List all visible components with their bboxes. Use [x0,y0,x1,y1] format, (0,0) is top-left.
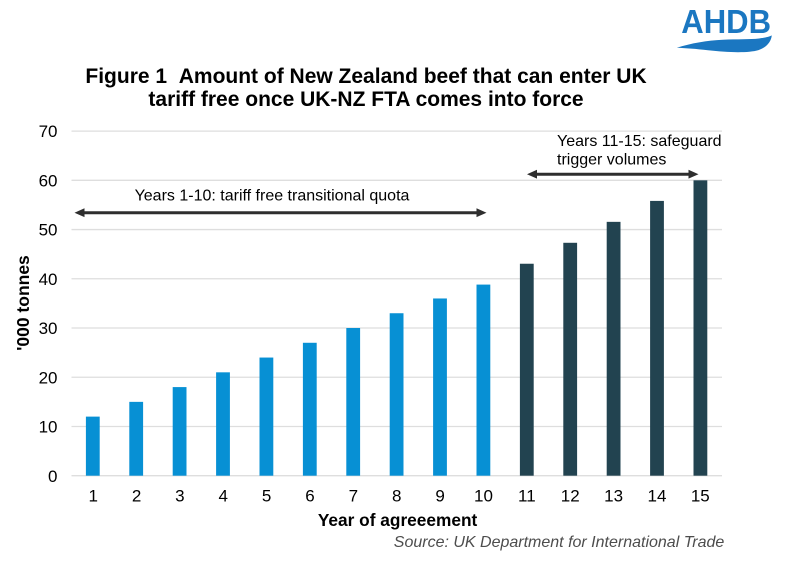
svg-text:tariff free once UK-NZ FTA com: tariff free once UK-NZ FTA comes into fo… [148,88,583,111]
svg-text:5: 5 [262,487,271,506]
svg-text:40: 40 [39,270,58,289]
svg-text:20: 20 [39,368,58,387]
svg-text:9: 9 [435,487,444,506]
svg-text:Years 11-15: safeguard: Years 11-15: safeguard [557,133,722,150]
svg-text:8: 8 [392,487,401,506]
svg-text:AHDB: AHDB [681,3,771,41]
svg-text:50: 50 [39,221,58,240]
svg-text:10: 10 [39,418,58,437]
svg-text:0: 0 [48,467,57,486]
svg-text:trigger volumes: trigger volumes [557,151,666,168]
svg-text:13: 13 [604,487,623,506]
svg-text:3: 3 [175,487,184,506]
svg-text:12: 12 [561,487,580,506]
svg-text:Year of agreeement: Year of agreeement [318,510,478,530]
svg-text:30: 30 [39,319,58,338]
svg-text:1: 1 [88,487,97,506]
svg-text:2: 2 [132,487,141,506]
svg-text:Years 1-10: tariff free transi: Years 1-10: tariff free transitional quo… [135,188,410,205]
svg-text:6: 6 [305,487,314,506]
svg-text:Source: UK Department for Inte: Source: UK Department for International … [394,534,725,551]
svg-text:70: 70 [39,122,58,141]
svg-text:'000 tonnes: '000 tonnes [13,255,33,351]
svg-text:10: 10 [474,487,493,506]
svg-text:14: 14 [647,487,666,506]
svg-text:7: 7 [349,487,358,506]
svg-text:Figure 1 Amount of New Zealan: Figure 1 Amount of New Zealand beef that… [85,65,646,88]
svg-text:11: 11 [518,487,536,506]
svg-text:60: 60 [39,171,58,190]
svg-text:4: 4 [219,487,228,506]
svg-text:15: 15 [691,487,710,506]
